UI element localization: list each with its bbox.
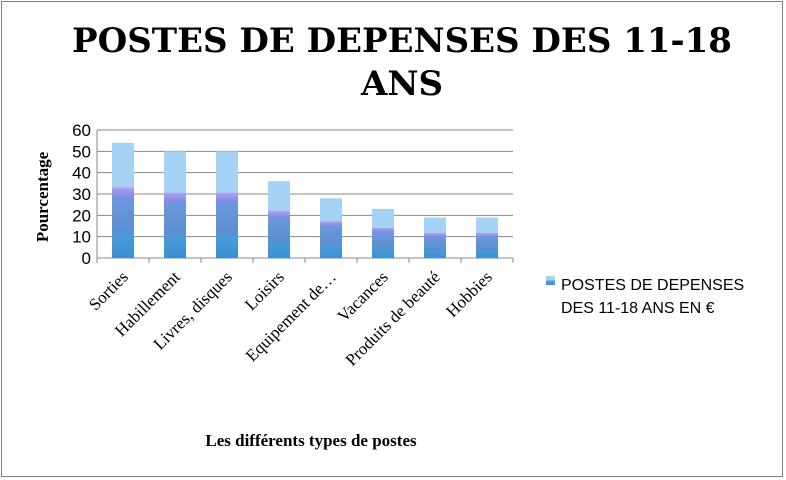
bar <box>372 208 394 258</box>
y-tick-label: 0 <box>82 249 91 268</box>
bar <box>112 142 134 258</box>
y-tick-label: 40 <box>72 164 91 183</box>
legend-swatch <box>546 276 555 285</box>
y-tick-label: 50 <box>72 142 91 161</box>
bar <box>476 217 498 258</box>
legend-label-line-2: DES 11-18 ANS EN € <box>561 300 715 317</box>
legend: POSTES DE DEPENSES DES 11-18 ANS EN € <box>546 276 744 317</box>
x-category-label: Hobbies <box>442 267 496 321</box>
bar <box>320 198 342 258</box>
bar <box>216 151 238 258</box>
bar <box>268 181 290 258</box>
x-category-label: Loisirs <box>241 267 288 314</box>
y-tick-label: 60 <box>72 121 91 140</box>
y-tick-labels: 0 10 20 30 40 50 60 <box>72 121 91 268</box>
chart-title: POSTES DE DEPENSES DES 11-18 ANS <box>72 21 732 104</box>
x-category-label: Sorties <box>85 267 132 314</box>
bar <box>164 151 186 258</box>
y-axis-title: Pourcentage <box>33 151 52 242</box>
bar <box>424 217 446 258</box>
x-category-label: Produits de beauté <box>342 267 444 369</box>
x-category-label: Equipement de… <box>242 267 340 365</box>
bars <box>112 142 498 258</box>
y-tick-label: 10 <box>72 228 91 247</box>
x-axis-title: Les différents types de postes <box>205 431 417 450</box>
gridlines <box>96 129 514 263</box>
y-tick-label: 20 <box>72 206 91 225</box>
y-tick-label: 30 <box>72 185 91 204</box>
legend-label-line-1: POSTES DE DEPENSES <box>561 277 744 294</box>
